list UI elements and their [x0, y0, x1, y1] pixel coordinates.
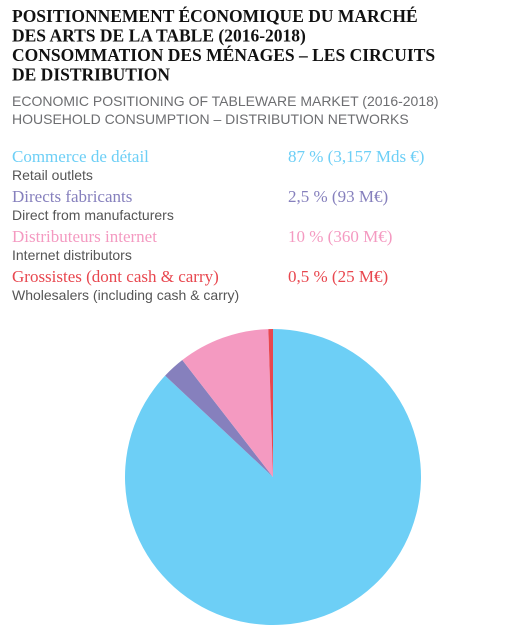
legend-sublabel: Wholesalers (including cash & carry) [12, 287, 239, 303]
pie-slice [165, 360, 273, 477]
legend-label: Directs fabricants [12, 187, 132, 206]
legend-label: Distributeurs internet [12, 227, 157, 246]
chart-subtitle: HOUSEHOLD CONSUMPTION – DISTRIBUTION NET… [12, 111, 409, 127]
legend-label: Grossistes (dont cash & carry) [12, 267, 219, 286]
legend-value: 2,5 % (93 M€) [288, 187, 388, 206]
legend-sublabel: Retail outlets [12, 167, 93, 183]
legend-label: Commerce de détail [12, 147, 149, 166]
legend-value: 0,5 % (25 M€) [288, 267, 388, 286]
pie-slice [268, 329, 273, 477]
chart-title: CONSOMMATION DES MÉNAGES – LES CIRCUITS [12, 45, 435, 65]
legend-sublabel: Internet distributors [12, 247, 132, 263]
chart-subtitle: ECONOMIC POSITIONING OF TABLEWARE MARKET… [12, 93, 439, 109]
pie-slice [124, 329, 421, 625]
legend-value: 87 % (3,157 Mds €) [288, 147, 424, 166]
chart-title: DE DISTRIBUTION [12, 65, 170, 85]
legend-sublabel: Direct from manufacturers [12, 207, 174, 223]
pie-slice [182, 329, 273, 477]
legend-value: 10 % (360 M€) [288, 227, 392, 246]
chart-title: POSITIONNEMENT ÉCONOMIQUE DU MARCHÉ [12, 6, 418, 26]
chart-title: DES ARTS DE LA TABLE (2016-2018) [12, 26, 306, 46]
